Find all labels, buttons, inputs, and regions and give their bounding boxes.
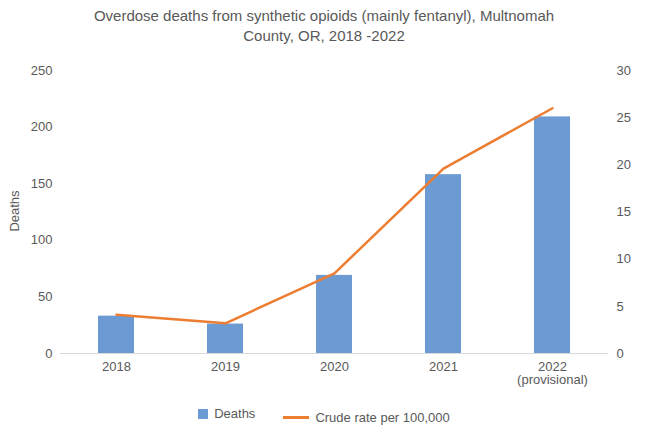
svg-text:250: 250 — [31, 63, 53, 78]
svg-text:2020: 2020 — [320, 359, 349, 374]
svg-text:15: 15 — [617, 204, 631, 219]
svg-text:2019: 2019 — [211, 359, 240, 374]
svg-text:200: 200 — [31, 119, 53, 134]
svg-text:0: 0 — [617, 346, 624, 361]
svg-text:2022(provisional): 2022(provisional) — [517, 359, 588, 387]
svg-text:20: 20 — [617, 157, 631, 172]
svg-text:50: 50 — [38, 289, 52, 304]
html-text:Overdose deaths from synthetic: Overdose deaths from synthetic opioids (… — [93, 7, 555, 44]
svg-text:5: 5 — [617, 298, 624, 313]
svg-text:0: 0 — [45, 346, 52, 361]
svg-text:2018: 2018 — [102, 359, 131, 374]
svg-text:25: 25 — [617, 110, 631, 125]
html-text:Deaths: Deaths — [214, 406, 256, 421]
html-text:Deaths: Deaths — [6, 190, 22, 232]
svg-text:150: 150 — [31, 176, 53, 191]
svg-text:10: 10 — [617, 251, 631, 266]
svg-text:30: 30 — [617, 63, 631, 78]
html-text:Crude rate per 100,000: Crude rate per 100,000 — [315, 409, 450, 425]
svg-text:100: 100 — [31, 232, 53, 247]
svg-text:2021: 2021 — [429, 359, 458, 374]
